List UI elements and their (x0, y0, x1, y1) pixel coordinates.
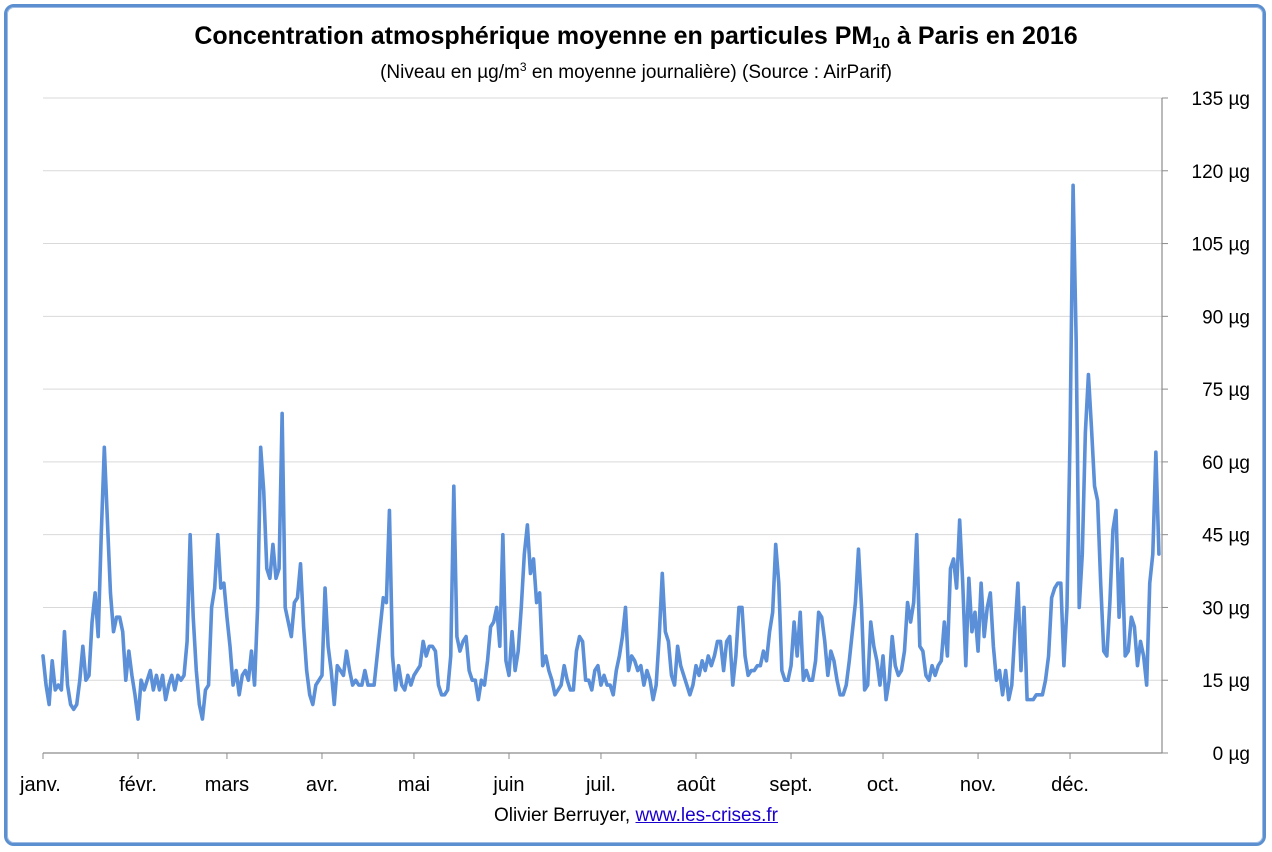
x-tick-label: mai (398, 774, 430, 796)
chart-frame (4, 4, 1266, 846)
chart-title: Concentration atmosphérique moyenne en p… (0, 22, 1272, 53)
y-tick-labels: 0 µg 15 µg 30 µg 45 µg 60 µg 75 µg 90 µg 105 µg… (1192, 89, 1251, 765)
y-tick-label: 60 µg (1202, 453, 1250, 474)
x-tick-label: août (677, 774, 716, 796)
title-subscript: 10 (872, 35, 891, 52)
x-tick-label: oct. (867, 774, 899, 796)
credit-link[interactable]: www.les-crises.fr (635, 805, 778, 826)
x-tick-label: févr. (119, 774, 157, 796)
y-tick-label: 30 µg (1202, 598, 1250, 619)
y-tick-label: 105 µg (1192, 235, 1251, 256)
credit-author: Olivier Berruyer, (494, 805, 636, 826)
title-main: Concentration atmosphérique moyenne en p… (194, 22, 873, 50)
subtitle-start: (Niveau en µg/m (380, 62, 520, 83)
title-end: à Paris en 2016 (890, 22, 1078, 50)
y-tick-label: 135 µg (1192, 89, 1251, 110)
subtitle-superscript: 3 (519, 60, 527, 74)
x-tick-label: mars (205, 774, 249, 796)
x-tick-label: janv. (19, 774, 61, 796)
y-tick-label: 15 µg (1202, 671, 1250, 692)
x-tick-labels: janv. févr. mars avr. mai juin juil. août sept. o… (19, 774, 1089, 796)
x-tick-label: sept. (769, 774, 812, 796)
x-tick-label: nov. (960, 774, 996, 796)
subtitle-end: en moyenne journalière) (Source : AirPar… (526, 62, 892, 83)
series-line-pm10 (41, 183, 1161, 721)
gridlines (43, 97, 1162, 681)
y-tick-label: 45 µg (1202, 526, 1250, 547)
axes (42, 97, 1168, 759)
series-group (41, 183, 1161, 721)
x-tick-label: déc. (1051, 774, 1089, 796)
y-tick-label: 90 µg (1202, 307, 1250, 328)
y-tick-label: 0 µg (1213, 744, 1250, 765)
chart-subtitle: (Niveau en µg/m3 en moyenne journalière)… (0, 60, 1272, 84)
y-tick-label: 120 µg (1192, 162, 1251, 183)
x-tick-label: juin (492, 774, 524, 796)
credit-line: Olivier Berruyer, www.les-crises.fr (0, 805, 1272, 827)
x-tick-label: avr. (306, 774, 338, 796)
x-tick-label: juil. (585, 774, 616, 796)
y-tick-label: 75 µg (1202, 380, 1250, 401)
